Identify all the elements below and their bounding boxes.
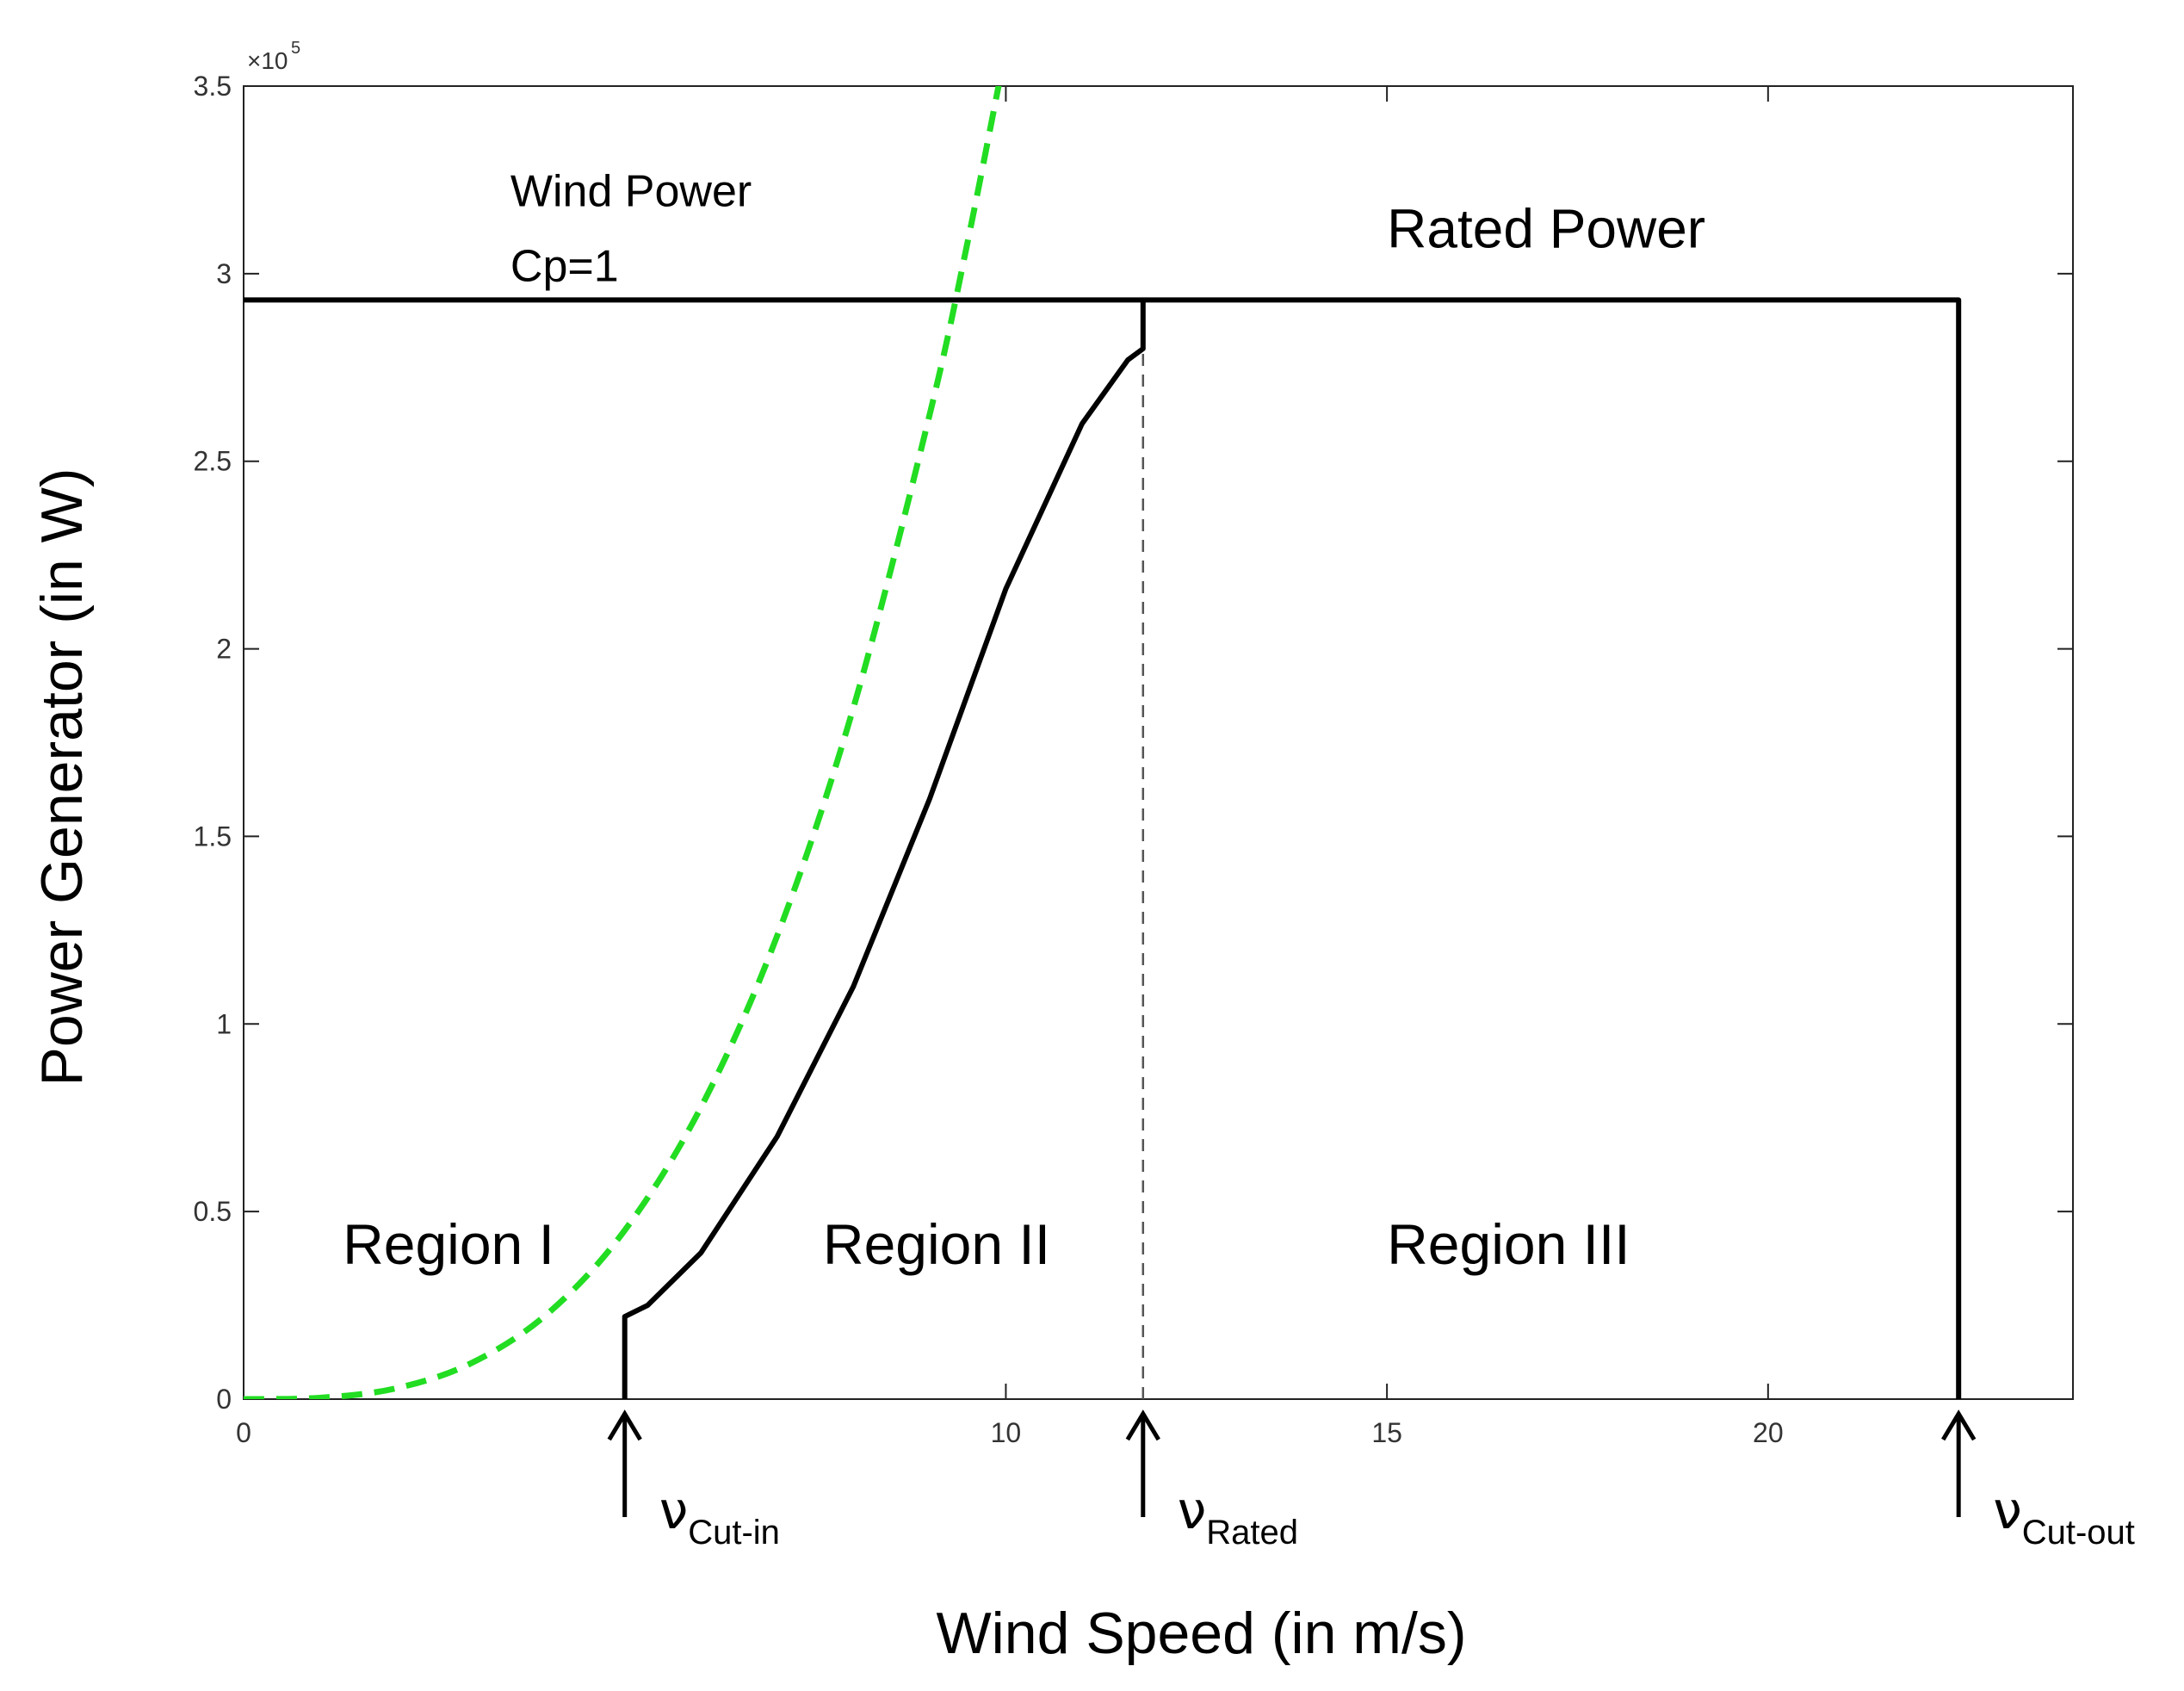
y-tick-label: 2.5 xyxy=(194,446,232,477)
speed-marker-subscript: Rated xyxy=(1206,1514,1298,1552)
speed-marker: νCut-in xyxy=(607,1409,780,1552)
generator-power-curve xyxy=(622,297,1962,1399)
y-tick-label: 0.5 xyxy=(194,1196,232,1227)
arrow-up-icon xyxy=(607,1409,642,1441)
y-tick-label: 0 xyxy=(216,1384,232,1415)
speed-marker-label: νRated xyxy=(1178,1481,1298,1552)
y-tick-label: 2 xyxy=(216,634,232,665)
nu-symbol: ν xyxy=(1178,1481,1207,1541)
wind-power-annotation: Wind Power xyxy=(510,166,752,216)
speed-marker-label: νCut-in xyxy=(659,1481,780,1552)
y-tick-label: 3 xyxy=(216,258,232,289)
arrow-up-icon xyxy=(1125,1409,1160,1441)
y-axis-title: Power Generator (in W) xyxy=(29,468,95,1087)
axes xyxy=(243,85,2074,1400)
nu-symbol: ν xyxy=(659,1481,689,1541)
speed-markers: νCut-in νRated νCut-out xyxy=(607,1409,2135,1552)
wind-power-curve xyxy=(244,86,1002,1399)
x-tick-label: 10 xyxy=(991,1417,1022,1448)
y-exponent-power: 5 xyxy=(291,39,300,58)
region-3-label: Region III xyxy=(1387,1212,1630,1276)
cp-annotation: Cp=1 xyxy=(510,242,619,292)
y-tick-label: 1 xyxy=(216,1008,232,1039)
tick-labels: 0 10 15 20 0 0.5 1 1.5 2 2.5 3 3.5 xyxy=(194,71,1784,1448)
tick-marks xyxy=(243,85,2073,1400)
speed-marker-label: νCut-out xyxy=(1993,1481,2135,1552)
speed-marker-subscript: Cut-in xyxy=(688,1514,780,1552)
y-tick-label: 1.5 xyxy=(194,821,232,852)
speed-marker: νCut-out xyxy=(1941,1409,2135,1552)
y-exponent-label: ×10 xyxy=(247,47,288,74)
x-tick-label: 0 xyxy=(236,1417,251,1448)
x-tick-label: 15 xyxy=(1371,1417,1402,1448)
plot-frame xyxy=(243,85,2074,1400)
nu-symbol: ν xyxy=(1993,1481,2022,1541)
arrow-up-icon xyxy=(1941,1409,1977,1441)
rated-power-annotation: Rated Power xyxy=(1387,197,1705,259)
speed-marker: νRated xyxy=(1125,1409,1298,1552)
region-1-label: Region I xyxy=(343,1212,554,1276)
series-lines xyxy=(244,86,1962,1399)
region-2-label: Region II xyxy=(823,1212,1050,1276)
x-axis-title: Wind Speed (in m/s) xyxy=(937,1601,1467,1666)
speed-marker-subscript: Cut-out xyxy=(2022,1514,2135,1552)
y-tick-label: 3.5 xyxy=(194,71,232,102)
x-tick-label: 20 xyxy=(1753,1417,1784,1448)
